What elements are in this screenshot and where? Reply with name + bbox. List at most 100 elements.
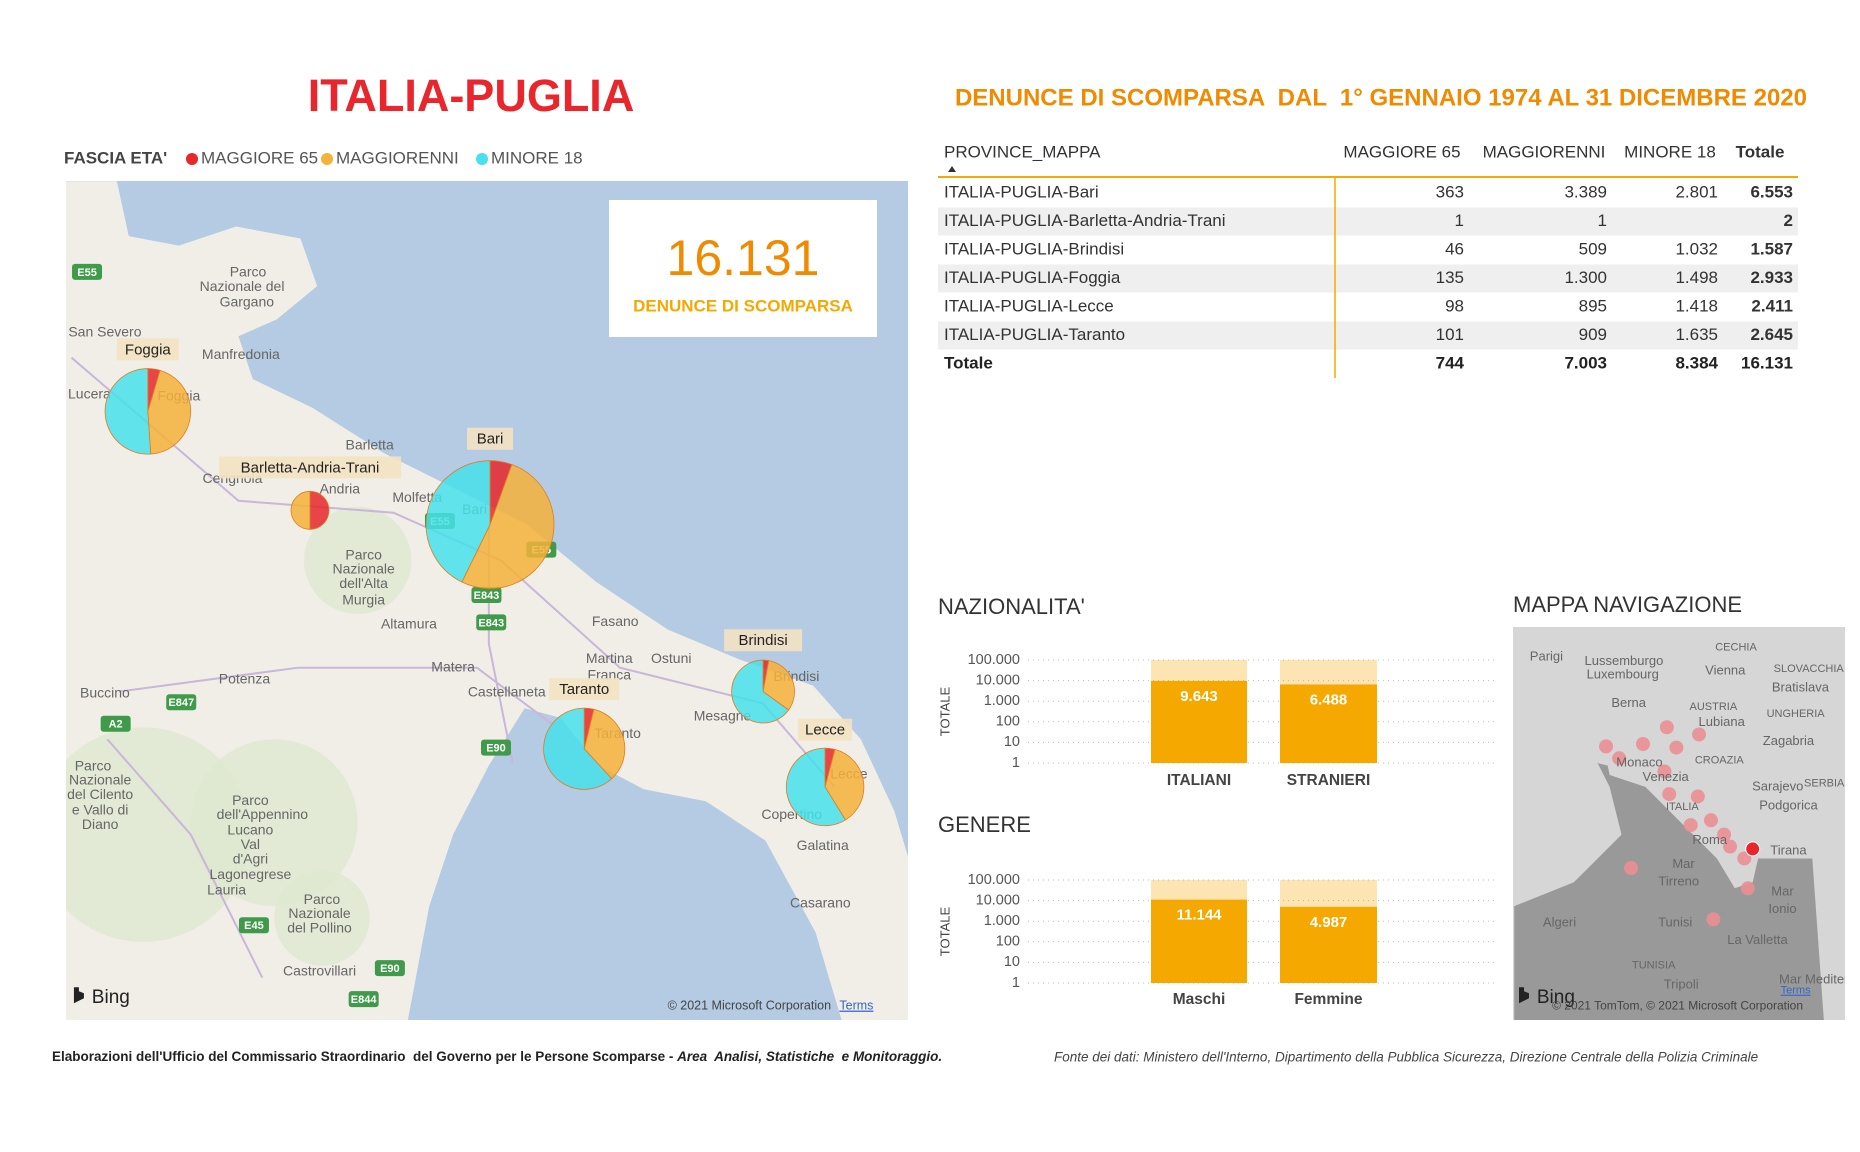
y-tick-label: 1 (1012, 975, 1020, 991)
y-tick-label: 10.000 (976, 672, 1020, 688)
nav-place: TUNISIA (1632, 960, 1676, 972)
nav-place: La Valletta (1727, 932, 1788, 947)
pie-label: Barletta-Andria-Trani (241, 459, 380, 476)
table-row-band (938, 321, 1798, 350)
charts: NAZIONALITA' TOTALE 1 10 100 1.000 10.000 100.0… (937, 594, 1496, 1008)
table-total: 16.131 (1741, 353, 1793, 372)
x-tick-label: Maschi (1173, 991, 1226, 1008)
table-cell: 509 (1579, 239, 1607, 258)
nav-place: ITALIA (1666, 801, 1699, 813)
nav-place: Podgorica (1759, 797, 1818, 812)
nav-place: Tirana (1770, 843, 1807, 858)
pie-label-box (724, 629, 803, 652)
y-tick-label: 10.000 (976, 892, 1020, 908)
nav-point (1612, 751, 1627, 766)
table-total: 744 (1436, 353, 1465, 372)
x-tick-label: ITALIANI (1167, 772, 1231, 789)
pie-label-box (549, 678, 620, 701)
pie-slice (309, 490, 330, 530)
footer-credit-emphasis: Area Analisi, Statistiche e Monitoraggio… (676, 1049, 942, 1064)
y-tick-label: 1 (1012, 755, 1020, 771)
map-place: Nazionale (333, 561, 395, 577)
table-cell: 2 (1784, 211, 1793, 230)
legend-swatch (186, 153, 198, 165)
table-header: MINORE 18 (1624, 142, 1716, 161)
nav-point (1740, 881, 1755, 896)
pie-label: Lecce (805, 722, 845, 739)
map-place: Diano (82, 816, 119, 832)
nav-place: SERBIA (1804, 777, 1845, 789)
nav-point (1624, 861, 1639, 875)
sort-indicator (948, 166, 956, 172)
pie-slice (583, 708, 626, 780)
map-place: Parco (230, 264, 267, 280)
nav-place: Mar (1771, 883, 1794, 898)
y-tick-label: 10 (1004, 734, 1020, 750)
pie-slice (762, 660, 795, 711)
table-cell: ITALIA-PUGLIA-Foggia (944, 268, 1121, 287)
x-tick-label: Femmine (1294, 991, 1362, 1008)
table-cell: ITALIA-PUGLIA-Bari (944, 182, 1099, 201)
nav-place: Sarajevo (1752, 778, 1803, 793)
table-header: MAGGIORENNI (1483, 142, 1606, 161)
table-cell: 101 (1436, 325, 1464, 344)
nav-point (1703, 813, 1718, 828)
map-place: del Cilento (67, 786, 133, 802)
map-terms: Terms (839, 999, 873, 1013)
nav-place: Luxembourg (1587, 666, 1659, 681)
map-place: Martina (586, 650, 633, 666)
road-label: E844 (351, 994, 378, 1006)
nav-point-selected (1745, 841, 1761, 857)
nav-place: Tirreno (1658, 874, 1699, 889)
y-tick-label: 100 (996, 714, 1020, 730)
map-place: d'Agri (233, 850, 268, 866)
legend-label: MINORE 18 (491, 148, 583, 167)
pie-slice (104, 368, 152, 455)
nav-place: Lubiana (1699, 714, 1746, 729)
map-place: Lauria (207, 881, 246, 897)
nav-point (1737, 851, 1752, 866)
park-area (190, 739, 358, 907)
park-area (274, 870, 370, 966)
road-badge (72, 263, 103, 280)
table-cell: 46 (1445, 239, 1464, 258)
map-place: Lucano (227, 822, 273, 838)
table-cell: 363 (1436, 182, 1464, 201)
nav-logo: Bing (1537, 987, 1575, 1008)
nav-point (1659, 720, 1674, 735)
map-place: Barletta (345, 437, 393, 453)
table-cell: 2.411 (1751, 296, 1793, 315)
nav-point (1692, 727, 1707, 742)
map-place: Nazionale (288, 905, 350, 921)
map-logo: Bing (92, 987, 130, 1008)
nav-place: CECHIA (1715, 641, 1757, 653)
map-place: Castrovillari (283, 962, 356, 978)
nav-place: Venezia (1643, 769, 1690, 784)
page-subtitle: DENUNCE DI SCOMPARSA DAL 1° GENNAIO 1974… (955, 84, 1807, 111)
kpi-label: DENUNCE DI SCOMPARSA (633, 296, 853, 315)
nav-place: Mar (1672, 856, 1695, 871)
nav-copyright: © 2021 TomTom, © 2021 Microsoft Corporat… (1552, 998, 1803, 1012)
nav-place: Vienna (1705, 663, 1746, 678)
map-place: Mesagne (694, 707, 752, 723)
table-header: MAGGIORE 65 (1343, 142, 1460, 161)
nav-place: Parigi (1530, 648, 1563, 663)
legend-swatch (321, 153, 333, 165)
bar (1280, 684, 1377, 763)
nav-place: Tunisi (1658, 914, 1692, 929)
nav-place: Tripoli (1664, 976, 1699, 991)
nav-place: Bratislava (1772, 679, 1830, 694)
legend-label: MAGGIORENNI (336, 148, 459, 167)
road-badge (100, 715, 131, 732)
map-place: Galatina (797, 837, 849, 853)
map-copyright: © 2021 Microsoft Corporation (668, 999, 832, 1013)
map-place: Gargano (220, 294, 275, 310)
table-cell: 1.418 (1675, 296, 1718, 315)
y-tick-label: 100 (996, 934, 1020, 950)
table-cell: 909 (1579, 325, 1607, 344)
table-total: 8.384 (1675, 353, 1718, 372)
nav-place: Zagabria (1763, 733, 1815, 748)
map-place: Molfetta (392, 489, 442, 505)
